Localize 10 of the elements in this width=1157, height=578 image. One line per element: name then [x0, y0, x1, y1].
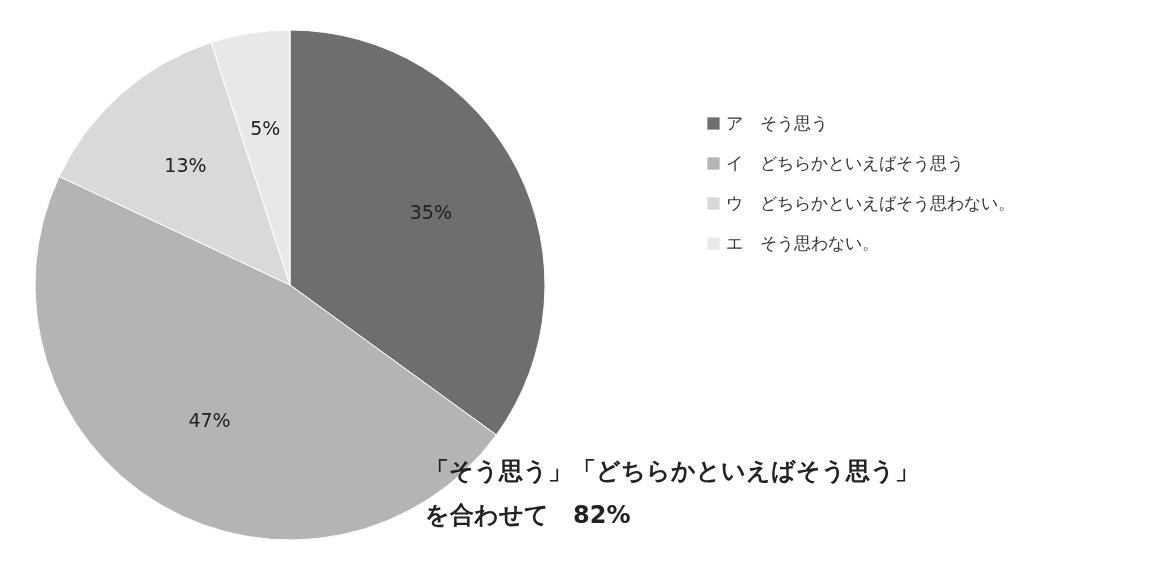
data-label: 13%	[164, 154, 207, 177]
legend-label: ウ どちらかといえばそう思わない。	[726, 192, 1015, 213]
text: を合わせて 82%	[425, 501, 631, 529]
data-label: 5%	[250, 116, 281, 139]
legend-label: エ そう思わない。	[726, 232, 879, 253]
legend-label: イ どちらかといえばそう思う	[726, 152, 964, 173]
data-label: 35%	[409, 201, 452, 224]
legend-label: ア そう思う	[726, 112, 828, 133]
data-label: 47%	[188, 409, 231, 432]
text: 「そう思う」「どちらかといえばそう思う」	[425, 457, 919, 485]
